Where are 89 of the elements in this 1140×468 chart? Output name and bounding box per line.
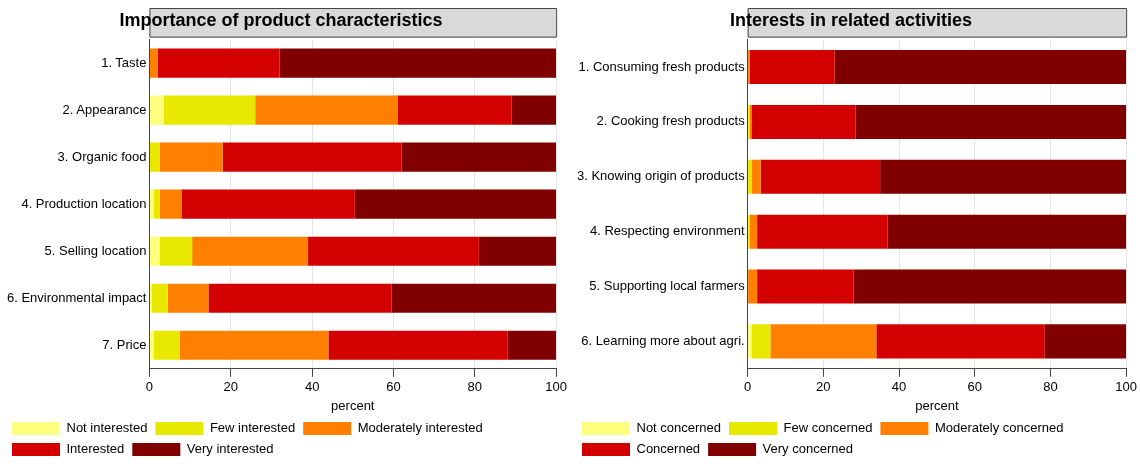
- bar: [153, 189, 160, 219]
- y-tick-label: 4. Production location: [21, 195, 147, 211]
- bar: [478, 236, 557, 266]
- bar: [192, 236, 309, 266]
- legend-label: Few concerned: [783, 420, 873, 436]
- bar: [157, 48, 280, 78]
- y-tick-label: 4. Respecting environment: [590, 223, 746, 239]
- legend-label: Moderately interested: [357, 420, 483, 436]
- bar: [308, 236, 479, 266]
- bar: [167, 283, 209, 313]
- y-tick-label: 5. Selling location: [44, 242, 147, 258]
- bar: [149, 330, 154, 360]
- legend-label: Moderately concerned: [934, 420, 1064, 436]
- bar: [151, 283, 168, 313]
- bar: [751, 159, 761, 194]
- x-tick-label: 20: [223, 379, 239, 395]
- bar: [401, 142, 557, 172]
- y-tick-label: 2. Cooking fresh products: [596, 113, 746, 129]
- bar: [834, 50, 1127, 85]
- legend-label: Concerned: [636, 441, 701, 457]
- bar: [181, 189, 355, 219]
- bar: [149, 95, 164, 125]
- bar: [279, 48, 557, 78]
- legend-label: Not interested: [66, 420, 148, 436]
- bar: [748, 159, 752, 194]
- bar: [159, 236, 193, 266]
- x-tick-label: 100: [1115, 379, 1138, 395]
- x-tick-label: 80: [467, 379, 483, 395]
- bar: [328, 330, 508, 360]
- x-tick-label: 60: [386, 379, 401, 395]
- legend-label: Very interested: [186, 441, 274, 457]
- bar: [159, 142, 223, 172]
- bar: [149, 48, 158, 78]
- bar: [149, 142, 160, 172]
- y-tick-label: 2. Appearance: [62, 101, 147, 117]
- x-tick-label: 20: [816, 379, 831, 395]
- bar: [855, 104, 1127, 139]
- bar: [749, 50, 835, 85]
- bar: [748, 324, 752, 359]
- bar: [179, 330, 329, 360]
- bar: [391, 283, 557, 313]
- x-tick-label: 0: [145, 379, 154, 395]
- x-tick-label: 100: [545, 379, 568, 395]
- bar: [757, 214, 888, 249]
- x-axis-title: percent: [915, 397, 959, 413]
- chart-title: Importance of product characteristics: [119, 9, 443, 30]
- bar: [760, 159, 881, 194]
- y-tick-label: 6. Environmental impact: [7, 289, 147, 305]
- bar: [222, 142, 402, 172]
- legend-label: Not concerned: [636, 420, 722, 436]
- bar: [354, 189, 557, 219]
- bar: [208, 283, 392, 313]
- y-tick-label: 6. Learning more about agri.: [581, 332, 745, 348]
- bar: [163, 95, 256, 125]
- bar: [159, 189, 182, 219]
- y-tick-label: 3. Organic food: [57, 148, 147, 164]
- y-tick-label: 1. Taste: [101, 54, 147, 70]
- bar: [749, 214, 758, 249]
- bar: [149, 236, 160, 266]
- bar: [397, 95, 512, 125]
- bar: [887, 214, 1127, 249]
- bar: [153, 330, 180, 360]
- bar: [1044, 324, 1127, 359]
- bar: [880, 159, 1127, 194]
- x-axis-title: percent: [331, 397, 375, 413]
- bar: [770, 324, 877, 359]
- legend-label: Interested: [66, 441, 125, 457]
- y-tick-label: 5. Supporting local farmers: [589, 278, 746, 294]
- bar: [149, 189, 154, 219]
- x-tick-label: 40: [304, 379, 320, 395]
- x-tick-label: 60: [967, 379, 982, 395]
- legend-label: Very concerned: [762, 441, 853, 457]
- legend-label: Few interested: [209, 420, 296, 436]
- bar: [751, 324, 771, 359]
- x-tick-label: 0: [744, 379, 752, 395]
- bar: [757, 269, 854, 304]
- y-tick-label: 1. Consuming fresh products: [578, 58, 746, 74]
- bar: [511, 95, 557, 125]
- bar: [255, 95, 398, 125]
- x-tick-label: 40: [891, 379, 907, 395]
- y-tick-label: 3. Knowing origin of products: [577, 168, 746, 184]
- bar: [748, 269, 758, 304]
- bar: [751, 104, 856, 139]
- x-tick-label: 80: [1043, 379, 1058, 395]
- bar: [876, 324, 1045, 359]
- bar: [853, 269, 1127, 304]
- y-tick-label: 7. Price: [102, 336, 147, 352]
- chart-title: Interests in related activities: [729, 9, 973, 30]
- bar: [507, 330, 557, 360]
